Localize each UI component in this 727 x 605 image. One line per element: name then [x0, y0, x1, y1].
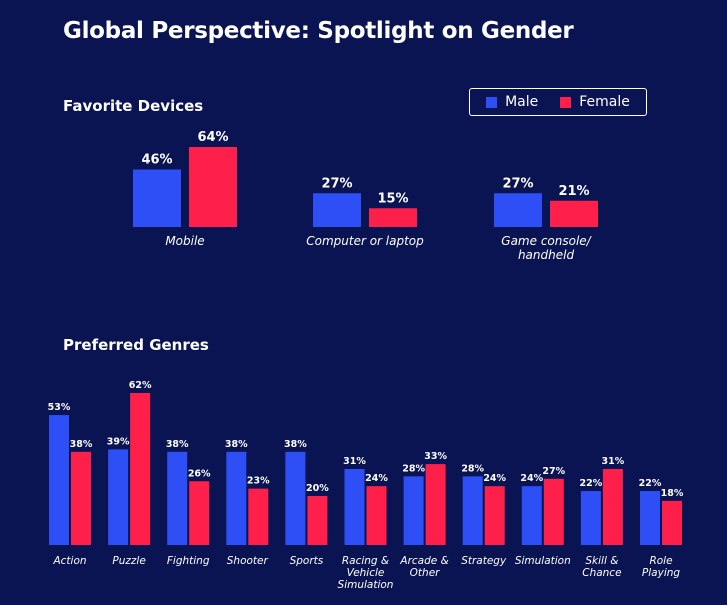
category-label-skill-chance: Skill & Chance: [582, 555, 621, 579]
bar-arcade-other-female: [425, 464, 446, 545]
data-label-racing-vehicle-simulation-male: 31%: [343, 456, 366, 467]
category-label-strategy: Strategy: [461, 555, 507, 567]
legend-item-male: Male: [486, 94, 538, 110]
bar-action-female: [71, 451, 91, 545]
bar-shooter-male: [226, 451, 247, 545]
bar-simulation-female: [543, 478, 564, 545]
genres-section-title: Preferred Genres: [63, 336, 209, 354]
category-label-simulation: Simulation: [515, 555, 571, 567]
bar-mobile-male: [133, 169, 181, 227]
bar-strategy-male: [462, 476, 483, 545]
category-label-computer-or-laptop: Computer or laptop: [306, 234, 424, 248]
legend-female-label: Female: [579, 94, 630, 110]
data-label-arcade-other-male: 28%: [402, 463, 425, 474]
bar-sports-female: [307, 495, 328, 545]
data-label-action-male: 53%: [48, 402, 71, 413]
category-label-mobile: Mobile: [165, 234, 204, 248]
bar-game-console-handheld-male: [494, 193, 542, 227]
data-label-shooter-female: 23%: [247, 476, 270, 487]
data-label-puzzle-male: 39%: [107, 436, 130, 447]
category-label-puzzle: Puzzle: [112, 555, 145, 567]
bar-fighting-male: [167, 451, 188, 545]
data-label-action-female: 38%: [70, 439, 93, 450]
data-label-strategy-male: 28%: [461, 463, 484, 474]
bar-computer-or-laptop-female: [369, 208, 417, 227]
data-label-skill-chance-female: 31%: [602, 456, 625, 467]
data-label-computer-or-laptop-male: 27%: [321, 176, 352, 191]
data-label-role-playing-male: 22%: [639, 478, 662, 489]
data-label-computer-or-laptop-female: 15%: [377, 191, 408, 206]
bar-fighting-female: [189, 481, 210, 545]
bar-simulation-male: [521, 486, 542, 545]
bar-arcade-other-male: [403, 476, 424, 545]
page-title: Global Perspective: Spotlight on Gender: [63, 18, 574, 44]
data-label-puzzle-female: 62%: [129, 380, 152, 391]
data-label-simulation-male: 24%: [520, 473, 543, 484]
bar-role-playing-female: [662, 500, 682, 545]
data-label-game-console-handheld-female: 21%: [558, 184, 589, 199]
data-label-racing-vehicle-simulation-female: 24%: [365, 473, 388, 484]
bar-computer-or-laptop-male: [313, 193, 361, 227]
category-label-shooter: Shooter: [227, 555, 269, 567]
data-label-arcade-other-female: 33%: [424, 451, 447, 462]
data-label-mobile-male: 46%: [141, 153, 172, 168]
data-label-simulation-female: 27%: [542, 466, 565, 477]
bar-game-console-handheld-female: [550, 200, 598, 227]
female-swatch: [560, 96, 572, 108]
category-label-role-playing: Role Playing: [642, 555, 680, 579]
bar-role-playing-male: [640, 491, 660, 545]
category-label-racing-vehicle-simulation: Racing & Vehicle Simulation: [338, 555, 394, 591]
legend-item-female: Female: [560, 94, 630, 110]
category-label-action: Action: [52, 555, 86, 567]
bar-skill-chance-female: [602, 469, 623, 545]
data-label-mobile-female: 64%: [197, 130, 228, 145]
category-label-arcade-other: Arcade & Other: [399, 555, 448, 579]
bar-mobile-female: [189, 147, 237, 227]
data-label-sports-female: 20%: [306, 483, 329, 494]
devices-section-title: Favorite Devices: [63, 97, 204, 115]
data-label-shooter-male: 38%: [225, 439, 248, 450]
legend: Male Female: [469, 88, 647, 116]
bar-racing-vehicle-simulation-male: [344, 469, 365, 545]
category-label-game-console-handheld: Game console/handheld: [501, 234, 592, 262]
bar-puzzle-female: [130, 393, 151, 545]
bar-racing-vehicle-simulation-female: [366, 486, 387, 545]
data-label-game-console-handheld-male: 27%: [502, 176, 533, 191]
bar-action-male: [49, 415, 69, 545]
data-label-sports-male: 38%: [284, 439, 307, 450]
bar-shooter-female: [248, 488, 269, 545]
legend-male-label: Male: [505, 94, 539, 110]
category-label-fighting: Fighting: [167, 555, 210, 567]
male-swatch: [486, 96, 498, 108]
data-label-strategy-female: 24%: [483, 473, 506, 484]
data-label-fighting-female: 26%: [188, 468, 211, 479]
data-label-fighting-male: 38%: [166, 439, 189, 450]
bar-puzzle-male: [108, 449, 129, 545]
data-label-role-playing-female: 18%: [661, 488, 684, 499]
bar-sports-male: [285, 451, 306, 545]
bar-strategy-female: [484, 486, 505, 545]
category-label-sports: Sports: [290, 555, 324, 567]
data-label-skill-chance-male: 22%: [580, 478, 603, 489]
bar-skill-chance-male: [580, 491, 601, 545]
